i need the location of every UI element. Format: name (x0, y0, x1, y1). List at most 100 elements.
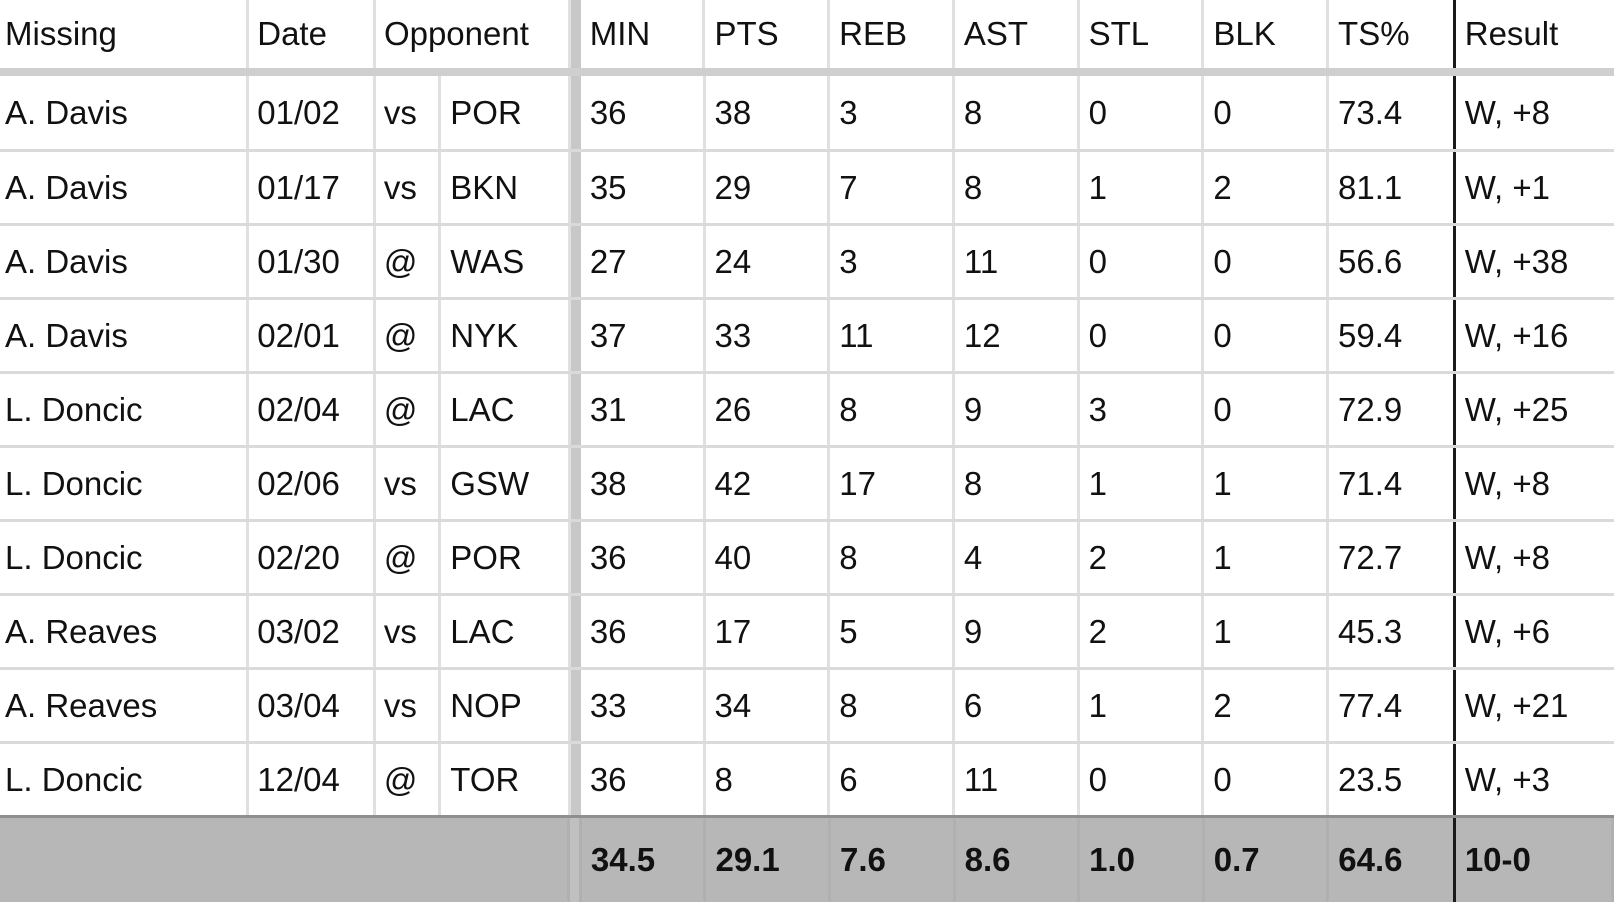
cell-min[interactable]: 27 (581, 226, 706, 297)
cell-opponent[interactable]: GSW (441, 448, 571, 519)
cell-ast[interactable]: 9 (955, 374, 1080, 445)
cell-stl[interactable]: 0 (1080, 744, 1205, 815)
cell-blk[interactable]: 0 (1204, 226, 1330, 297)
cell-ts[interactable]: 81.1 (1329, 152, 1456, 223)
total-result[interactable]: 10-0 (1455, 818, 1614, 902)
header-result[interactable]: Result (1464, 15, 1559, 52)
cell-missing[interactable]: A. Davis (0, 300, 250, 371)
header-pts[interactable]: PTS (705, 0, 831, 68)
cell-blk[interactable]: 0 (1204, 744, 1330, 815)
cell-stl[interactable]: 0 (1080, 226, 1205, 297)
cell-min[interactable]: 38 (581, 448, 706, 519)
cell-location[interactable]: vs (376, 596, 442, 667)
cell-missing[interactable]: A. Reaves (0, 670, 250, 741)
cell-pts[interactable]: 40 (706, 522, 831, 593)
cell-result[interactable]: W, +1 (1464, 168, 1551, 206)
cell-ts[interactable]: 72.7 (1329, 522, 1456, 593)
cell-date[interactable]: 02/04 (249, 374, 376, 445)
cell-result[interactable]: W, +3 (1464, 760, 1551, 798)
cell-reb[interactable]: 8 (830, 670, 955, 741)
cell-pts[interactable]: 8 (706, 744, 831, 815)
header-reb[interactable]: REB (830, 0, 955, 68)
cell-pts[interactable]: 33 (706, 300, 831, 371)
cell-pts[interactable]: 29 (706, 152, 831, 223)
cell-pts[interactable]: 38 (706, 76, 831, 149)
cell-min[interactable]: 36 (581, 76, 706, 149)
cell-ast[interactable]: 11 (955, 744, 1080, 815)
total-stl[interactable]: 1.0 (1080, 818, 1205, 902)
cell-pts[interactable]: 26 (706, 374, 831, 445)
cell-ast[interactable]: 4 (955, 522, 1080, 593)
cell-reb[interactable]: 11 (830, 300, 955, 371)
cell-ts[interactable]: 56.6 (1329, 226, 1456, 297)
cell-ast[interactable]: 11 (955, 226, 1080, 297)
cell-ts[interactable]: 45.3 (1329, 596, 1456, 667)
cell-stl[interactable]: 2 (1080, 596, 1205, 667)
cell-result[interactable]: W, +8 (1464, 93, 1551, 131)
cell-blk[interactable]: 0 (1204, 76, 1330, 149)
cell-date[interactable]: 03/02 (249, 596, 376, 667)
cell-blk[interactable]: 2 (1204, 670, 1330, 741)
cell-ts[interactable]: 59.4 (1329, 300, 1456, 371)
cell-blk[interactable]: 1 (1204, 596, 1330, 667)
cell-pts[interactable]: 42 (706, 448, 831, 519)
cell-blk[interactable]: 2 (1204, 152, 1330, 223)
cell-blk[interactable]: 1 (1204, 448, 1330, 519)
cell-missing[interactable]: A. Davis (0, 152, 250, 223)
cell-missing[interactable]: A. Davis (0, 76, 250, 149)
cell-min[interactable]: 35 (581, 152, 706, 223)
cell-opponent[interactable]: POR (441, 76, 571, 149)
cell-missing[interactable]: A. Davis (0, 226, 250, 297)
totals-label-blank[interactable] (0, 818, 570, 902)
cell-location[interactable]: vs (376, 448, 442, 519)
cell-location[interactable]: vs (376, 152, 442, 223)
cell-ts[interactable]: 77.4 (1329, 670, 1456, 741)
cell-min[interactable]: 36 (581, 522, 706, 593)
cell-blk[interactable]: 0 (1204, 300, 1330, 371)
cell-ast[interactable]: 8 (955, 76, 1080, 149)
cell-missing[interactable]: L. Doncic (0, 374, 250, 445)
cell-ast[interactable]: 12 (955, 300, 1080, 371)
cell-reb[interactable]: 3 (830, 76, 955, 149)
cell-blk[interactable]: 1 (1204, 522, 1330, 593)
cell-ast[interactable]: 9 (955, 596, 1080, 667)
cell-ts[interactable]: 72.9 (1329, 374, 1456, 445)
cell-result[interactable]: W, +8 (1464, 538, 1551, 576)
cell-ast[interactable]: 8 (955, 448, 1080, 519)
cell-missing[interactable]: L. Doncic (0, 744, 250, 815)
cell-location[interactable]: vs (376, 76, 442, 149)
cell-min[interactable]: 31 (581, 374, 706, 445)
cell-opponent[interactable]: TOR (441, 744, 571, 815)
cell-opponent[interactable]: NOP (441, 670, 571, 741)
cell-min[interactable]: 33 (581, 670, 706, 741)
cell-pts[interactable]: 24 (706, 226, 831, 297)
cell-stl[interactable]: 1 (1080, 152, 1205, 223)
cell-missing[interactable]: L. Doncic (0, 522, 250, 593)
cell-blk[interactable]: 0 (1204, 374, 1330, 445)
cell-min[interactable]: 37 (581, 300, 706, 371)
cell-stl[interactable]: 0 (1080, 300, 1205, 371)
cell-date[interactable]: 01/17 (249, 152, 376, 223)
cell-missing[interactable]: L. Doncic (0, 448, 250, 519)
cell-result[interactable]: W, +25 (1464, 390, 1569, 428)
cell-result[interactable]: W, +6 (1464, 612, 1551, 650)
cell-opponent[interactable]: WAS (441, 226, 571, 297)
cell-ts[interactable]: 71.4 (1329, 448, 1456, 519)
cell-missing[interactable]: A. Reaves (0, 596, 250, 667)
cell-opponent[interactable]: LAC (441, 596, 571, 667)
cell-reb[interactable]: 3 (830, 226, 955, 297)
header-ts[interactable]: TS% (1329, 0, 1456, 68)
cell-location[interactable]: @ (376, 744, 442, 815)
header-ast[interactable]: AST (955, 0, 1080, 68)
cell-stl[interactable]: 2 (1080, 522, 1205, 593)
header-opponent[interactable]: Opponent (376, 0, 571, 68)
cell-location[interactable]: @ (376, 226, 442, 297)
cell-stl[interactable]: 3 (1080, 374, 1205, 445)
cell-result[interactable]: W, +8 (1464, 464, 1551, 502)
total-pts[interactable]: 29.1 (706, 818, 832, 902)
cell-date[interactable]: 01/02 (249, 76, 376, 149)
header-blk[interactable]: BLK (1204, 0, 1330, 68)
cell-opponent[interactable]: POR (441, 522, 571, 593)
cell-reb[interactable]: 6 (830, 744, 955, 815)
cell-reb[interactable]: 8 (830, 374, 955, 445)
